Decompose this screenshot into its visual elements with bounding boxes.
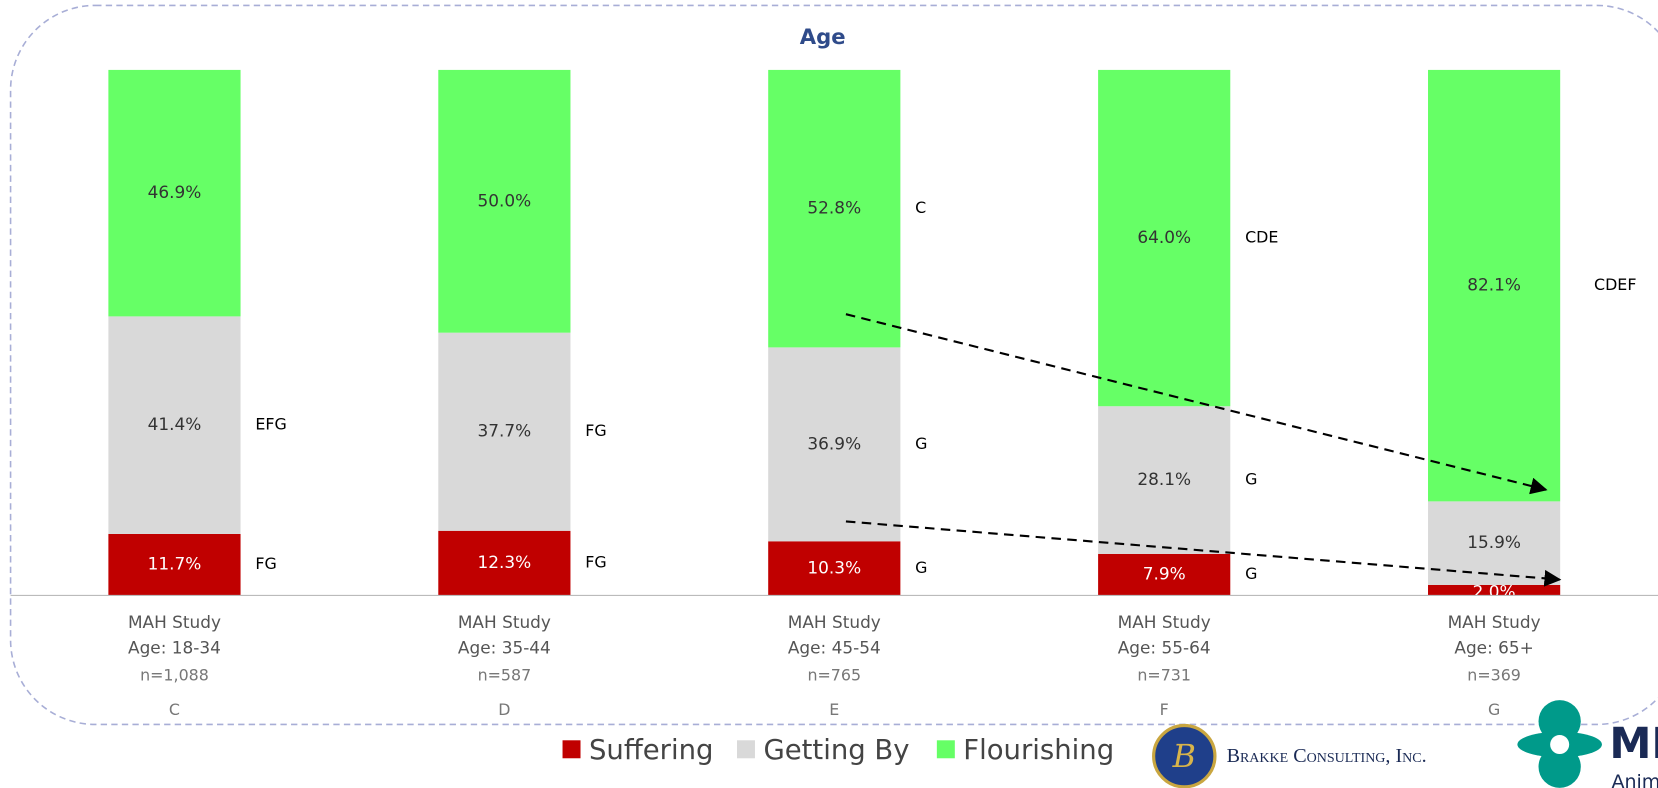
trend-arrow xyxy=(845,313,1548,495)
category-label: Age: 65+ xyxy=(1454,637,1533,657)
bar-segment xyxy=(1428,69,1561,502)
value-label: 50.0% xyxy=(478,190,532,210)
significance-label: C xyxy=(915,198,926,217)
bar-segment xyxy=(768,347,901,542)
value-label: 41.4% xyxy=(148,414,202,434)
category-label: MAH Study xyxy=(128,612,221,632)
category-label: G xyxy=(1488,700,1500,719)
category-label: n=765 xyxy=(807,665,861,684)
significance-label: FG xyxy=(255,554,276,573)
category-label: Age: 55-64 xyxy=(1118,637,1211,657)
bar-segment xyxy=(108,316,241,534)
bar-segment xyxy=(768,541,901,596)
bar-segment xyxy=(438,530,571,596)
merck-sub: Animal Health xyxy=(1611,771,1658,788)
bar-segment xyxy=(108,533,241,596)
bar-segment xyxy=(438,332,571,531)
merck-logo: MERCK Animal Health xyxy=(1517,700,1658,788)
category-label: Age: 45-54 xyxy=(788,637,881,657)
category-label: Age: 18-34 xyxy=(128,637,221,657)
merck-name: MERCK xyxy=(1609,719,1658,768)
svg-text:B: B xyxy=(1172,739,1196,775)
value-label: 11.7% xyxy=(148,554,202,574)
significance-label: FG xyxy=(585,553,606,572)
significance-label: CDEF xyxy=(1594,275,1636,294)
category-label: D xyxy=(498,700,510,719)
value-label: 64.0% xyxy=(1137,227,1191,247)
value-label: 37.7% xyxy=(478,421,532,441)
value-label: 7.9% xyxy=(1143,564,1186,584)
value-label: 82.1% xyxy=(1467,275,1521,295)
value-label: 2.0% xyxy=(1473,581,1516,601)
category-label: MAH Study xyxy=(1118,612,1211,632)
legend-swatch xyxy=(562,740,581,759)
category-label: n=369 xyxy=(1467,665,1521,684)
significance-label: CDE xyxy=(1245,228,1278,247)
category-label: E xyxy=(829,700,839,719)
chart-title: Age xyxy=(800,24,846,49)
category-label: F xyxy=(1160,700,1169,719)
value-label: 52.8% xyxy=(807,198,861,218)
category-label: MAH Study xyxy=(788,612,881,632)
category-label: MAH Study xyxy=(1448,612,1541,632)
value-label: 28.1% xyxy=(1137,469,1191,489)
value-label: 12.3% xyxy=(478,552,532,572)
category-label: n=731 xyxy=(1137,665,1191,684)
significance-label: G xyxy=(1245,564,1257,583)
legend-swatch xyxy=(936,740,955,759)
significance-label: G xyxy=(915,558,927,577)
category-label: n=1,088 xyxy=(140,665,209,684)
frame xyxy=(9,4,1658,726)
brakke-name: Brakke Consulting, Inc. xyxy=(1227,745,1427,767)
bar-segment xyxy=(438,69,571,333)
category-label: MAH Study xyxy=(458,612,551,632)
significance-label: G xyxy=(1245,470,1257,489)
category-label: Age: 35-44 xyxy=(458,637,551,657)
bar-segment xyxy=(1428,584,1561,596)
legend-label: Flourishing xyxy=(963,734,1114,766)
bar-segment xyxy=(1098,69,1231,407)
significance-label: G xyxy=(915,434,927,453)
bar-segment xyxy=(108,69,241,317)
category-label: n=587 xyxy=(478,665,532,684)
value-label: 15.9% xyxy=(1467,532,1521,552)
category-label: C xyxy=(169,700,180,719)
bar-segment xyxy=(1098,553,1231,596)
value-label: 36.9% xyxy=(807,433,861,453)
value-label: 46.9% xyxy=(148,182,202,202)
bar-segment xyxy=(768,69,901,348)
brakke-logo: B Brakke Consulting, Inc. xyxy=(1152,723,1427,788)
significance-label: FG xyxy=(585,421,606,440)
legend-swatch xyxy=(737,740,755,759)
trend-arrow xyxy=(845,520,1562,587)
legend-label: Suffering xyxy=(589,734,714,766)
bars: 11.7% FG 41.4% EFG 46.9% 12.3% FG 37.7% FG 50.0% 1… xyxy=(108,69,1636,601)
bar-segment xyxy=(1098,406,1231,554)
value-label: 10.3% xyxy=(807,557,861,577)
significance-label: EFG xyxy=(255,415,286,434)
legend-label: Getting By xyxy=(763,734,909,766)
